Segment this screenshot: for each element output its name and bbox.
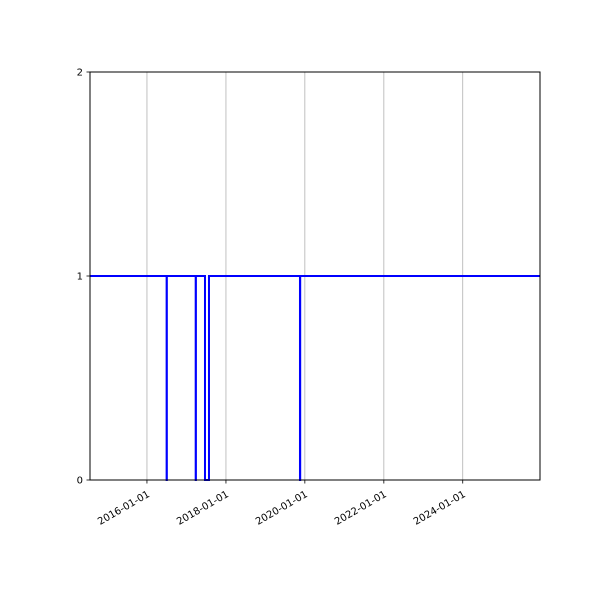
x-tick-label: 2024-01-01	[412, 489, 468, 528]
series-line	[90, 275, 540, 481]
x-tick-label: 2016-01-01	[96, 489, 152, 528]
x-tick-label: 2018-01-01	[175, 489, 231, 528]
y-tick-label: 0	[77, 476, 83, 487]
x-axis: 2016-01-01 2018-01-01 2020-01-01 2022-01-01…	[96, 480, 468, 528]
y-tick-label: 2	[77, 68, 83, 79]
x-tick-label: 2022-01-01	[333, 489, 389, 528]
x-tick-label: 2020-01-01	[254, 489, 310, 528]
series	[90, 275, 540, 481]
y-tick-label: 1	[77, 272, 83, 283]
y-axis: 0 1 2	[77, 68, 90, 487]
